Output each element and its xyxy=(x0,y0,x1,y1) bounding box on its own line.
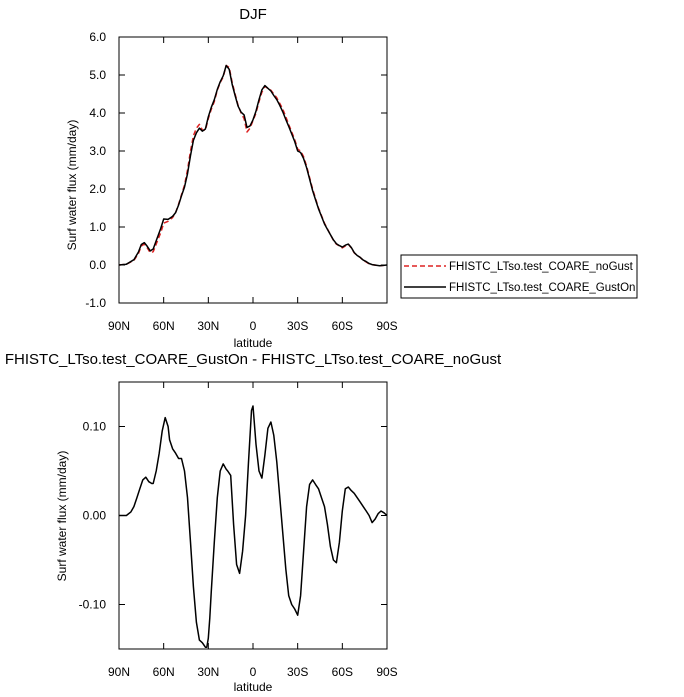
bottom-ytick-label: 0.10 xyxy=(83,420,107,434)
bottom-panel-title: FHISTC_LTso.test_COARE_GustOn - FHISTC_L… xyxy=(5,351,502,368)
bottom-panel-frame xyxy=(118,381,388,650)
top-panel-frame xyxy=(118,36,388,304)
top-xtick-label: 0 xyxy=(250,319,257,333)
top-panel-series xyxy=(118,64,388,267)
top-ytick-label: 3.0 xyxy=(89,144,106,158)
top-xtick-label: 30N xyxy=(197,319,219,333)
top-ytick-label: 4.0 xyxy=(89,106,106,120)
top-xtick-label: 30S xyxy=(287,319,308,333)
bottom-xtick-label: 90S xyxy=(376,665,397,679)
legend-box xyxy=(400,254,638,299)
bottom-panel-ylabel: Surf water flux (mm/day) xyxy=(55,451,69,582)
bottom-xtick-label: 60N xyxy=(153,665,175,679)
top-series-line-1 xyxy=(118,64,388,267)
top-xtick-label: 90S xyxy=(376,319,397,333)
top-panel: DJF Surf water flux (mm/day) latitude 90… xyxy=(65,6,398,350)
top-panel-ticks: 90N 60N 30N 0 30S 60S 90S -1.0 0.0 1.0 2.0 3.0 4.0 5.… xyxy=(85,30,397,333)
bottom-xtick-label: 60S xyxy=(332,665,353,679)
legend: FHISTC_LTso.test_COARE_noGust FHISTC_LTs… xyxy=(400,254,638,299)
bottom-xtick-label: 0 xyxy=(250,665,257,679)
bottom-panel-xlabel: latitude xyxy=(234,680,273,694)
top-ytick-label: 5.0 xyxy=(89,68,106,82)
top-panel-ylabel: Surf water flux (mm/day) xyxy=(65,120,79,251)
bottom-xtick-label: 90N xyxy=(108,665,130,679)
bottom-ytick-label: -0.10 xyxy=(79,598,107,612)
bottom-series-line-0 xyxy=(119,405,388,648)
bottom-panel-series xyxy=(119,405,388,648)
bottom-ytick-label: 0.00 xyxy=(83,509,107,523)
bottom-xtick-label: 30N xyxy=(197,665,219,679)
top-series-line-0 xyxy=(118,64,388,267)
top-panel-xlabel: latitude xyxy=(234,336,273,350)
legend-label-guston: FHISTC_LTso.test_COARE_GustOn xyxy=(449,282,635,294)
top-xtick-label: 60S xyxy=(332,319,353,333)
bottom-panel-ticks: 90N 60N 30N 0 30S 60S 90S 0.10 0.00 -0.10 xyxy=(79,382,398,679)
top-panel-title: DJF xyxy=(239,6,267,23)
top-xtick-label: 90N xyxy=(108,319,130,333)
bottom-panel: FHISTC_LTso.test_COARE_GustOn - FHISTC_L… xyxy=(5,351,502,694)
top-ytick-label: 2.0 xyxy=(89,182,106,196)
legend-label-nogust: FHISTC_LTso.test_COARE_noGust xyxy=(449,261,634,273)
top-ytick-label: -1.0 xyxy=(85,296,106,310)
top-xtick-label: 60N xyxy=(153,319,175,333)
bottom-xtick-label: 30S xyxy=(287,665,308,679)
top-ytick-label: 6.0 xyxy=(89,30,106,44)
top-ytick-label: 1.0 xyxy=(89,220,106,234)
top-ytick-label: 0.0 xyxy=(89,258,106,272)
